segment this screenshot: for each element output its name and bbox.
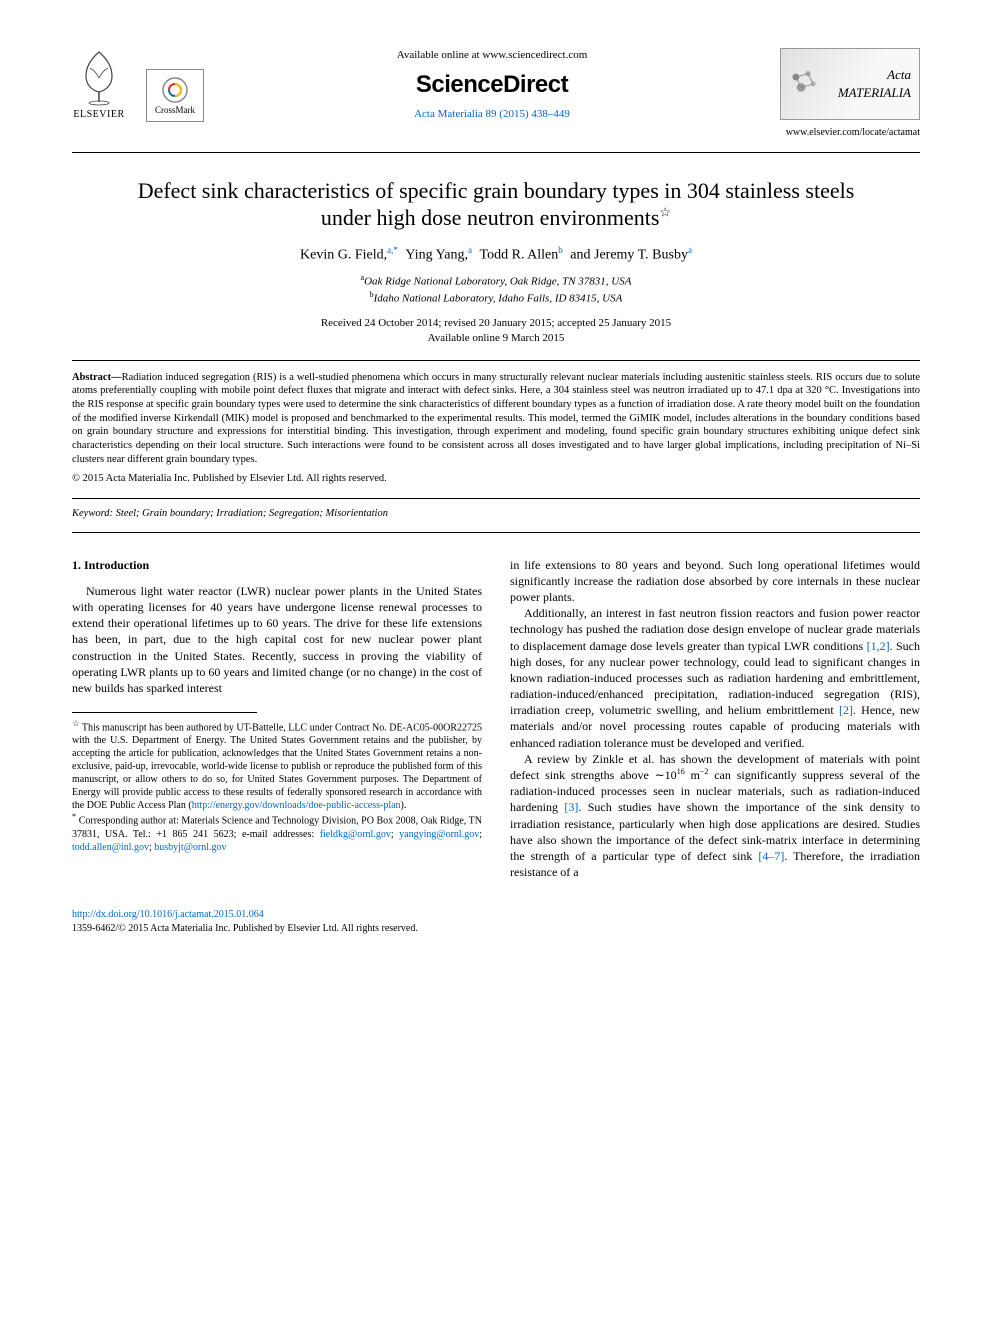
ref-2[interactable]: [2] xyxy=(839,703,853,717)
author-1: Kevin G. Field, xyxy=(300,247,387,262)
crossmark-label: CrossMark xyxy=(155,104,195,116)
email-1[interactable]: fieldkg@ornl.gov xyxy=(320,829,391,840)
author-4: and Jeremy T. Busby xyxy=(570,247,688,262)
journal-cover: Acta MATERIALIA xyxy=(780,48,920,120)
col2-p3b: m xyxy=(685,768,700,782)
dates-line2: Available online 9 March 2015 xyxy=(72,331,920,346)
column-left: 1. Introduction Numerous light water rea… xyxy=(72,557,482,881)
header-center: Available online at www.sciencedirect.co… xyxy=(204,48,780,122)
crossmark-badge[interactable]: CrossMark xyxy=(146,69,204,121)
keywords-label: Keyword: xyxy=(72,508,116,519)
affiliation-a-text: Oak Ridge National Laboratory, Oak Ridge… xyxy=(364,276,631,288)
title-footnote-marker: ☆ xyxy=(659,205,671,220)
footnote-star: ☆ This manuscript has been authored by U… xyxy=(72,719,482,812)
footnote-corresponding: * Corresponding author at: Materials Sci… xyxy=(72,812,482,853)
col2-p3-sup: 16 xyxy=(677,767,685,776)
column-right: in life extensions to 80 years and beyon… xyxy=(510,557,920,881)
author-3: Todd R. Allen xyxy=(480,247,559,262)
elsevier-tree-icon xyxy=(72,48,126,106)
keywords: Keyword: Steel; Grain boundary; Irradiat… xyxy=(72,507,920,521)
authors: Kevin G. Field,a,* Ying Yang,a Todd R. A… xyxy=(72,244,920,266)
col2-p2a: Additionally, an interest in fast neutro… xyxy=(510,606,920,652)
ref-1-2[interactable]: [1,2] xyxy=(867,639,890,653)
ref-4-7[interactable]: [4–7] xyxy=(758,849,784,863)
header-left: ELSEVIER CrossMark xyxy=(72,48,204,122)
body-columns: 1. Introduction Numerous light water rea… xyxy=(72,557,920,881)
author-2-aff: a xyxy=(468,245,472,255)
abstract-block: Abstract—Radiation induced segregation (… xyxy=(72,360,920,500)
abstract: Abstract—Radiation induced segregation (… xyxy=(72,371,920,466)
header: ELSEVIER CrossMark Available online at w… xyxy=(72,48,920,140)
article-dates: Received 24 October 2014; revised 20 Jan… xyxy=(72,316,920,346)
crossmark-icon xyxy=(161,76,189,104)
affiliation-b-text: Idaho National Laboratory, Idaho Falls, … xyxy=(374,292,623,304)
elsevier-logo: ELSEVIER xyxy=(72,48,126,122)
doi-link[interactable]: http://dx.doi.org/10.1016/j.actamat.2015… xyxy=(72,909,264,920)
affiliations: aOak Ridge National Laboratory, Oak Ridg… xyxy=(72,273,920,306)
footnote-star-b: ). xyxy=(401,800,407,811)
acta-cover-icon xyxy=(789,66,820,102)
acta-cover-title: Acta MATERIALIA xyxy=(824,66,911,101)
top-rule xyxy=(72,152,920,153)
email-4[interactable]: busbyjt@ornl.gov xyxy=(154,842,226,853)
keywords-block: Keyword: Steel; Grain boundary; Irradiat… xyxy=(72,507,920,532)
keywords-text: Steel; Grain boundary; Irradiation; Segr… xyxy=(116,508,388,519)
author-4-aff: a xyxy=(688,245,692,255)
doe-plan-link[interactable]: http://energy.gov/downloads/doe-public-a… xyxy=(192,800,401,811)
article-title: Defect sink characteristics of specific … xyxy=(112,177,880,232)
author-1-corr: * xyxy=(393,245,398,255)
article-title-text: Defect sink characteristics of specific … xyxy=(138,178,855,231)
available-online-text: Available online at www.sciencedirect.co… xyxy=(224,48,760,63)
journal-ref-link[interactable]: Acta Materialia 89 (2015) 438–449 xyxy=(414,108,570,120)
elsevier-label: ELSEVIER xyxy=(73,108,124,122)
footnote-star-a: This manuscript has been authored by UT-… xyxy=(72,722,482,811)
sciencedirect-logo: ScienceDirect xyxy=(224,69,760,101)
header-right: Acta MATERIALIA www.elsevier.com/locate/… xyxy=(780,48,920,140)
abstract-text: Radiation induced segregation (RIS) is a… xyxy=(72,372,920,465)
footnotes: ☆ This manuscript has been authored by U… xyxy=(72,719,482,854)
abstract-copyright: © 2015 Acta Materialia Inc. Published by… xyxy=(72,472,920,486)
affiliation-b: bIdaho National Laboratory, Idaho Falls,… xyxy=(72,290,920,307)
col2-p1: in life extensions to 80 years and beyon… xyxy=(510,557,920,606)
affiliation-a: aOak Ridge National Laboratory, Oak Ridg… xyxy=(72,273,920,290)
col2-p2: Additionally, an interest in fast neutro… xyxy=(510,605,920,751)
page-footer: http://dx.doi.org/10.1016/j.actamat.2015… xyxy=(72,908,920,935)
locate-link[interactable]: www.elsevier.com/locate/actamat xyxy=(780,126,920,140)
section-1-heading: 1. Introduction xyxy=(72,557,482,573)
ref-3[interactable]: [3] xyxy=(564,800,578,814)
email-2[interactable]: yangying@ornl.gov xyxy=(399,829,479,840)
author-3-aff: b xyxy=(558,245,563,255)
issn-copyright: 1359-6462/© 2015 Acta Materialia Inc. Pu… xyxy=(72,922,920,936)
footnote-rule xyxy=(72,712,257,713)
abstract-label: Abstract— xyxy=(72,372,122,383)
author-2: Ying Yang, xyxy=(405,247,468,262)
email-3[interactable]: todd.allen@inl.gov xyxy=(72,842,149,853)
col1-p1: Numerous light water reactor (LWR) nucle… xyxy=(72,583,482,696)
dates-line1: Received 24 October 2014; revised 20 Jan… xyxy=(72,316,920,331)
col2-p3: A review by Zinkle et al. has shown the … xyxy=(510,751,920,881)
